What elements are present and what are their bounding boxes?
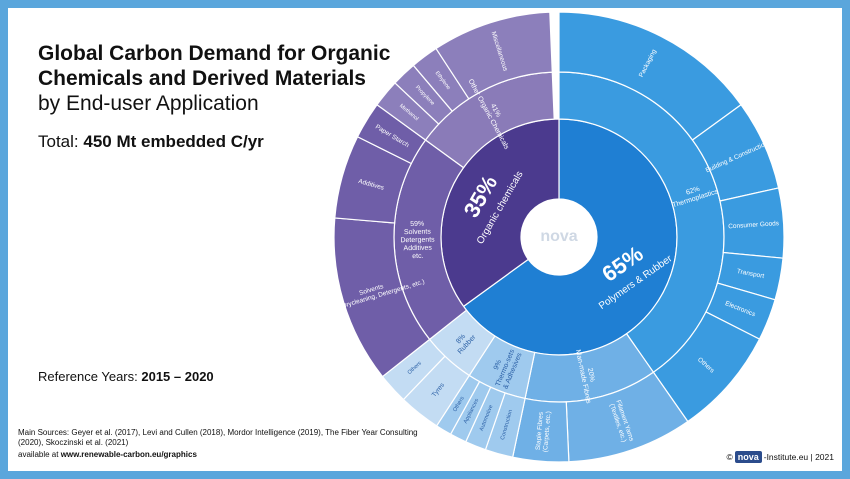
infographic-card: Global Carbon Demand for Organic Chemica…: [8, 8, 842, 471]
nova-logo: nova: [734, 451, 762, 463]
outer-segment-other-organic-chemicals-miscellaneous: [435, 11, 553, 100]
center-nova-logo: nova: [540, 228, 577, 245]
middle-label-solvents-detergents-additives-etc: 59%SolventsDetergentsAdditivesetc.: [400, 220, 436, 260]
outer-label-thermoplastics-consumer-goods: Consumer Goods: [728, 220, 780, 230]
center-circle: [521, 199, 597, 275]
copyright-suffix: -Institute.eu | 2021: [763, 452, 834, 462]
total-value: 450 Mt embedded C/yr: [83, 132, 264, 151]
copyright: © nova -Institute.eu | 2021: [726, 451, 834, 463]
page-subtitle: by End-user Application: [38, 92, 259, 115]
reference-value: 2015 – 2020: [141, 369, 214, 384]
outer-label-man-made-fibres-staple-fibres: Staple Fibres(Carpets, etc.): [534, 410, 552, 452]
reference-years: Reference Years: 2015 – 2020: [38, 369, 214, 384]
available-at: available at www.renewable-carbon.eu/gra…: [18, 450, 197, 459]
reference-prefix: Reference Years:: [38, 369, 142, 384]
page-title: Global Carbon Demand for Organic Chemica…: [38, 42, 391, 90]
total-prefix: Total:: [38, 132, 84, 151]
copyright-symbol: ©: [726, 452, 733, 462]
main-sources: Main Sources: Geyer et al. (2017), Levi …: [18, 428, 418, 447]
available-prefix: available at: [18, 450, 61, 459]
total-line: Total: 450 Mt embedded C/yr: [38, 132, 264, 152]
chart-segments: [333, 11, 785, 463]
available-url[interactable]: www.renewable-carbon.eu/graphics: [60, 450, 197, 459]
